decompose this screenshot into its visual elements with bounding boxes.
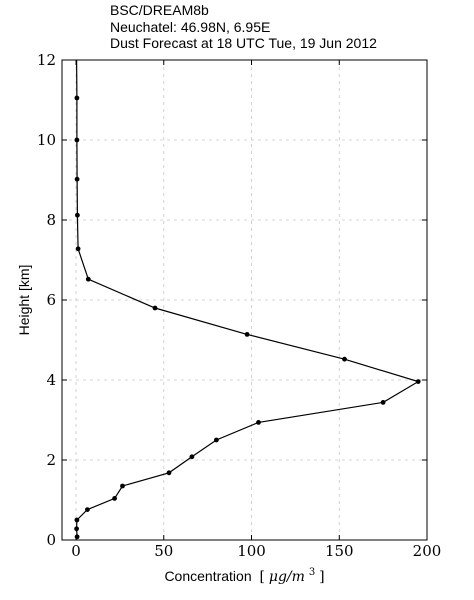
series-line-0 [75, 59, 420, 537]
data-point [74, 95, 80, 101]
data-point [85, 507, 90, 512]
grid-lines [62, 59, 428, 541]
y-tick-label: 2 [46, 451, 56, 469]
y-tick-label: 12 [37, 51, 56, 69]
x-axis-unit-exponent: 3 [309, 567, 315, 578]
y-tick-label: 4 [46, 371, 56, 389]
axis-ticks [62, 59, 428, 541]
data-point [74, 526, 79, 532]
chart-location: Neuchatel: 46.98N, 6.95E [110, 18, 271, 35]
data-point [112, 496, 117, 501]
data-point [380, 400, 386, 405]
data-point [74, 517, 80, 523]
x-axis-label-text: Concentration [164, 568, 251, 584]
data-point [75, 246, 81, 252]
x-tick-label: 50 [154, 542, 173, 560]
series-group [74, 59, 421, 540]
x-tick-label: 200 [413, 542, 442, 560]
data-point [189, 454, 195, 460]
x-axis-unit-close: ] [319, 569, 324, 585]
data-point [75, 212, 80, 218]
x-tick-label: 150 [325, 542, 354, 560]
data-point [415, 379, 421, 384]
data-point [152, 305, 158, 311]
x-tick-labels: 0 50 100 150 200 [71, 542, 441, 560]
x-tick-label: 100 [237, 542, 266, 560]
data-point [74, 137, 80, 143]
y-tick-label: 0 [46, 531, 56, 549]
x-axis-unit-open: [ [260, 569, 265, 585]
y-tick-label: 6 [46, 291, 56, 309]
chart-title: BSC/DREAM8b [110, 2, 209, 18]
x-tick-label: 0 [71, 542, 81, 560]
y-tick-label: 10 [37, 131, 56, 149]
data-point [256, 420, 261, 425]
data-point [342, 356, 347, 362]
data-point [244, 332, 250, 337]
data-point [74, 534, 80, 540]
data-point [166, 470, 172, 476]
y-axis-label: Height [km] [16, 265, 32, 336]
x-axis-unit: μg/m [269, 569, 305, 585]
data-point [85, 276, 91, 282]
data-point [120, 483, 125, 489]
chart-title-block: BSC/DREAM8b Neuchatel: 46.98N, 6.95E Dus… [110, 2, 377, 52]
data-point [214, 437, 219, 443]
x-axis-label: Concentration [ μg/m 3 ] [164, 562, 324, 585]
y-tick-label: 8 [46, 211, 56, 229]
data-point [74, 176, 80, 182]
chart-forecast-time: Dust Forecast at 18 UTC Tue, 19 Jun 2012 [110, 35, 377, 51]
y-tick-labels: 0 2 4 6 8 10 12 [37, 51, 56, 549]
